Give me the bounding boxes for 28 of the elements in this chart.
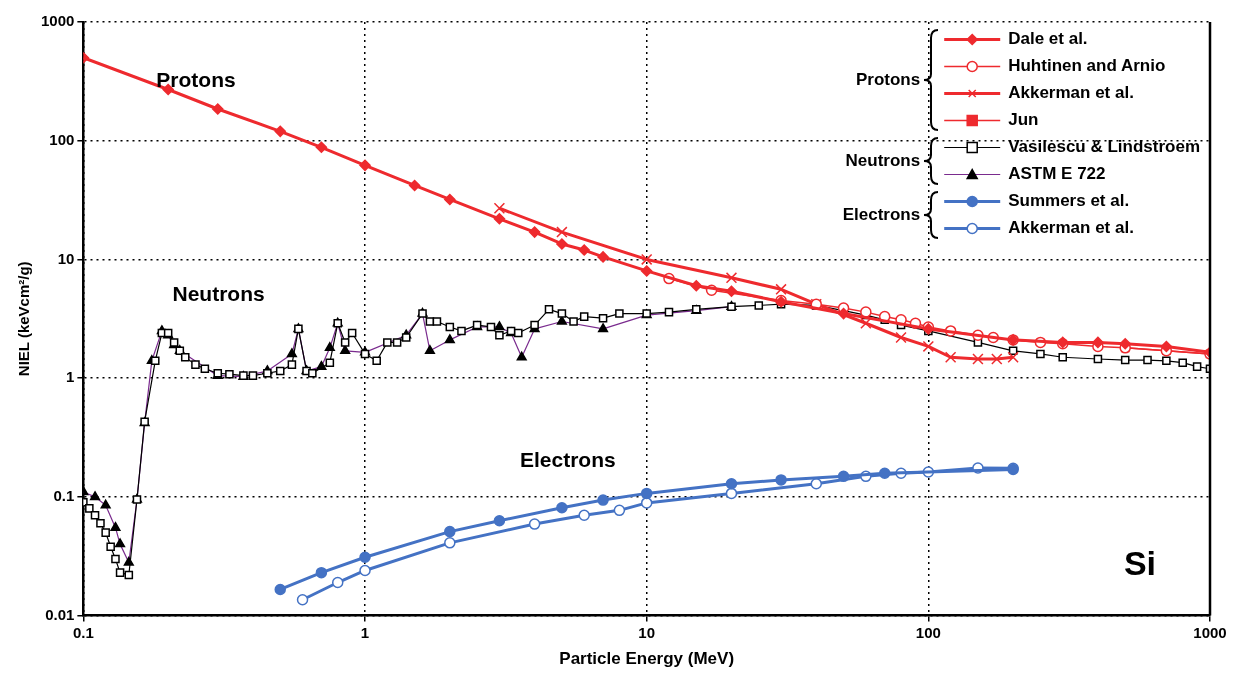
legend-label: Vasilescu & Lindstroem <box>1008 137 1201 157</box>
x-axis-title: Particle Energy (MeV) <box>559 649 735 669</box>
legend-label: Akkerman et al. <box>1008 218 1134 238</box>
annotation: Si <box>1123 543 1157 582</box>
legend-label: Summers et al. <box>1008 191 1130 211</box>
y-tick-label: 0.1 <box>53 487 75 505</box>
y-axis-title: NIEL (keVcm²/g) <box>15 261 33 377</box>
legend-label: Huhtinen and Arnio <box>1008 56 1166 76</box>
y-tick-label: 100 <box>49 130 75 148</box>
x-tick-label: 0.1 <box>72 623 94 641</box>
y-tick-label: 1 <box>66 368 75 386</box>
x-tick-label: 100 <box>915 623 941 641</box>
annotation: Electrons <box>842 204 921 224</box>
legend-label: Dale et al. <box>1008 29 1088 49</box>
legend-label: Akkerman et al. <box>1008 83 1134 103</box>
annotation: Protons <box>156 68 236 92</box>
y-tick-label: 10 <box>57 249 75 267</box>
x-tick-label: 1 <box>360 623 370 641</box>
x-tick-label: 10 <box>638 623 656 641</box>
legend-label: ASTM E 722 <box>1008 164 1106 184</box>
x-tick-label: 1000 <box>1193 623 1227 641</box>
annotation: Protons <box>855 69 921 89</box>
y-tick-label: 1000 <box>40 12 75 30</box>
legend-label: Jun <box>1008 110 1039 130</box>
annotation: Neutrons <box>845 150 921 170</box>
annotation: Electrons <box>519 448 616 472</box>
annotation: Neutrons <box>172 281 265 305</box>
y-tick-label: 0.01 <box>45 605 75 623</box>
